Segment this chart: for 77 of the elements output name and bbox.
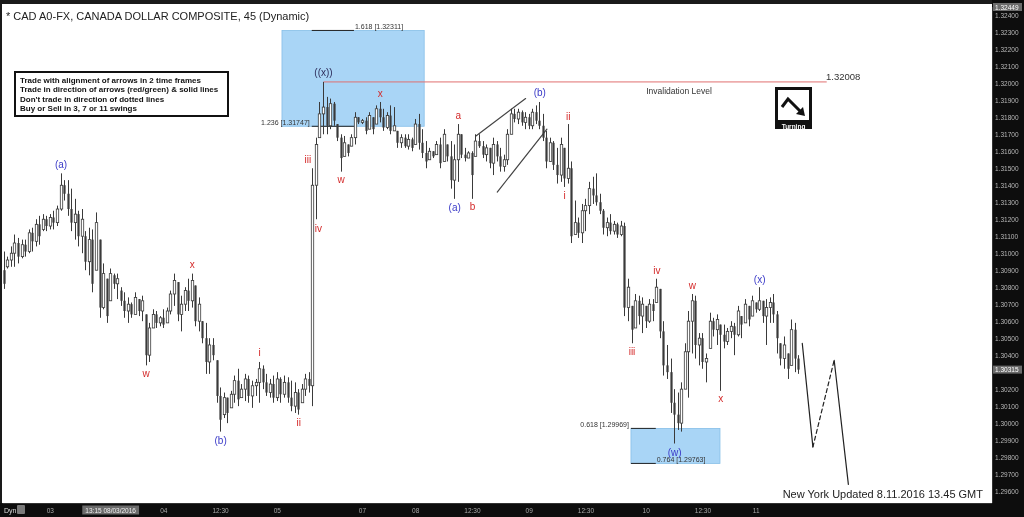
annotation: i [563,190,566,202]
candlestick [772,293,775,324]
candlestick [587,181,592,215]
candlestick [247,375,250,404]
candlestick [538,101,541,130]
candlestick [592,176,595,205]
candlestick [275,371,280,402]
candlestick [460,133,463,159]
candlestick [340,133,343,173]
candlestick [666,344,669,380]
annotation: Buy or Sell in 3, 7 or 11 swings [20,104,138,113]
candlestick [123,291,126,319]
candlestick [328,98,333,130]
candlestick [232,375,237,404]
candlestick [677,392,680,431]
ref-line-label: Invalidation Level [646,85,712,96]
annotation: iv [314,222,322,234]
candlestick [282,375,287,399]
candlestick [290,380,293,412]
candlestick [595,172,598,207]
annotation: w [687,280,697,292]
candlestick [222,392,227,419]
candlestick [279,376,282,404]
annotation: Trade with alignment of arrows in 2 time frames [20,75,202,85]
annotation: iv [653,265,661,277]
annotation: (a) [448,202,461,214]
candlestick [580,203,585,244]
annotation: i [258,347,261,359]
annotation: ii [565,110,571,122]
candlestick [736,305,741,337]
candlestick [27,228,32,254]
annotation: w [336,174,346,186]
annotation: Don't trade in direction of dotted lines [20,94,165,104]
candlestick [326,96,329,135]
candlestick [272,375,275,404]
candlestick [647,298,652,324]
candlestick [38,215,41,246]
candlestick [31,227,34,253]
annotation: New York Updated 8.11.2016 13.45 GMT [782,488,984,500]
candlestick [268,378,273,399]
candlestick [743,298,748,324]
candlestick [205,322,208,375]
annotation: ii [296,417,301,429]
chart-title: * CAD A0-FX, CANADA DOLLAR COMPOSITE, 45 (Dynamic) [6,10,310,22]
candlestick [782,335,787,370]
candlestick [552,140,555,171]
candlestick [701,332,704,370]
annotation: x [189,259,195,271]
annotation: (x) [753,273,766,285]
annotation: iii [628,345,636,357]
candlestick [17,237,20,264]
candlestick [374,104,379,125]
annotation: x [718,393,724,405]
candlestick [609,213,612,236]
candlestick [187,278,190,312]
candlestick [293,381,298,414]
annotation: w [141,367,151,379]
annotation: b [469,201,476,213]
candlestick [768,296,773,324]
candlestick [439,137,442,169]
candlestick [226,397,229,424]
annotation: ((x)) [314,67,333,79]
candlestick [321,81,326,135]
annotation: (a) [54,158,68,170]
annotation: Trade in direction of arrows (red/green) & solid lines [20,85,219,94]
annotation: iii [304,153,312,165]
annotation: x [377,88,383,100]
annotation: a [455,109,462,121]
annotation: (b) [533,87,546,99]
annotation: (b) [214,435,227,447]
candlestick [556,147,559,185]
candlestick [12,234,17,268]
candlestick [317,101,322,139]
candlestick [34,218,39,247]
candlestick [535,104,538,125]
annotation: 1.32008 [826,71,861,82]
candlestick [212,337,215,361]
